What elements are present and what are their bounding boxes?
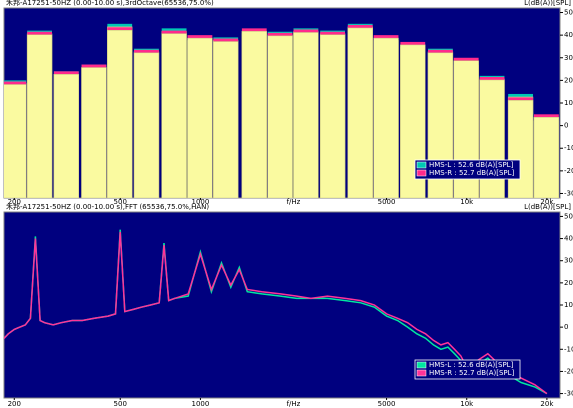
bar [4,84,27,198]
bar [161,33,187,198]
legend-swatch [416,161,427,169]
bar [373,37,399,198]
legend-box [414,159,521,180]
y-tick-label: 10 [564,99,573,107]
plot [4,229,548,395]
y-tick-label: 20 [564,76,573,84]
x-axis-label: f/Hz [287,400,301,408]
y-tick-label: 20 [564,279,573,287]
legend-swatch [416,361,427,369]
legend-swatch [416,169,427,177]
legend-box [414,359,521,380]
x-tick-label: 200 [8,400,21,408]
x-tick-label: 5000 [378,198,396,206]
y-tick-label: -10 [564,144,573,152]
bar [347,27,373,198]
legend-swatch [416,369,427,377]
y-tick-label: 10 [564,301,573,309]
x-tick-label: 10k [460,400,474,408]
x-tick-label: 10k [460,198,474,206]
spectrum-line [4,231,548,395]
legend-label: HMS-R : 52.7 dB(A)[SPL] [429,369,515,377]
y-tick-label: -20 [564,167,573,175]
chart-title: 禾邦-A17251-50HZ (0.00-10.00 s),3rdOctave(… [6,0,214,7]
bar [81,67,107,198]
bar [319,34,346,198]
y-tick-label: 0 [564,122,568,130]
bar [267,35,293,198]
x-axis-label: f/Hz [287,198,301,206]
bar [213,41,239,198]
bar [507,100,534,198]
y-tick-label: -20 [564,367,573,375]
y-tick-label: 30 [564,257,573,265]
y-tick-label: 50 [564,9,573,17]
y-tick-label: -30 [564,390,573,398]
x-tick-label: 20k [540,198,554,206]
bar [293,32,319,198]
x-tick-label: 1000 [192,198,210,206]
chart-title: 禾邦-A17251-50HZ (0.00-10.00 s),FFT (65536… [6,202,209,211]
y-tick-label: -10 [564,345,573,353]
x-tick-label: 20k [540,400,554,408]
legend: HMS-L : 52.6 dB(A)[SPL]HMS-R : 52.7 dB(A… [414,159,521,180]
legend-label: HMS-L : 52.6 dB(A)[SPL] [429,361,514,369]
chart: 禾邦-A17251-50HZ (0.00-10.00 s),FFT (65536… [3,202,573,408]
x-tick-label: 500 [114,400,127,408]
y-tick-label: 30 [564,54,573,62]
bar [533,117,560,198]
bar [53,74,79,198]
x-tick-label: 200 [8,198,21,206]
bar [479,79,505,198]
bar [107,29,133,198]
y-tick-label: 0 [564,323,568,331]
y-tick-label: 50 [564,212,573,220]
y-tick-label: 40 [564,31,573,39]
legend-label: HMS-L : 52.6 dB(A)[SPL] [429,161,514,169]
legend: HMS-L : 52.6 dB(A)[SPL]HMS-R : 52.7 dB(A… [414,359,521,380]
bar [26,34,53,198]
bar [187,37,213,198]
bar [241,31,267,198]
chart: 禾邦-A17251-50HZ (0.00-10.00 s),3rdOctave(… [3,0,573,206]
x-tick-label: 1000 [192,400,210,408]
legend-label: HMS-R : 52.7 dB(A)[SPL] [429,169,515,177]
y-tick-label: -30 [564,189,573,197]
bar [133,52,160,198]
x-tick-label: 5000 [378,400,396,408]
x-tick-label: 500 [114,198,127,206]
y-axis-label: L(dB(A))[SPL] [524,0,571,7]
y-axis-label: L(dB(A))[SPL] [524,203,571,211]
y-tick-label: 40 [564,235,573,243]
